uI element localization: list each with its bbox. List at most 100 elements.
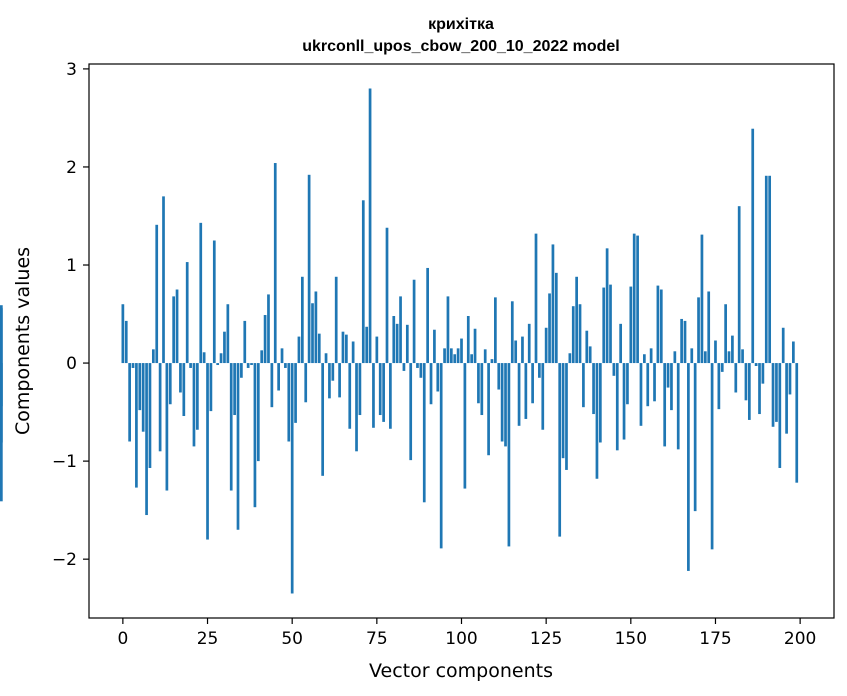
bar xyxy=(731,335,734,364)
bar xyxy=(785,363,788,434)
bar xyxy=(585,330,589,364)
bar xyxy=(348,363,352,429)
bar xyxy=(297,336,301,364)
chart-subtitle: ukrconll_upos_cbow_200_10_2022 model xyxy=(302,38,619,55)
bar xyxy=(277,363,280,391)
bar xyxy=(605,248,609,364)
bar xyxy=(429,363,433,405)
bar xyxy=(449,348,453,364)
bar xyxy=(422,363,426,503)
bar xyxy=(653,363,656,402)
bar xyxy=(775,363,778,422)
bar xyxy=(595,363,599,479)
bar xyxy=(710,363,714,550)
bar xyxy=(568,353,572,364)
bar xyxy=(338,363,341,398)
bar xyxy=(287,363,291,442)
bar xyxy=(439,363,443,549)
bar xyxy=(378,363,382,416)
bar xyxy=(256,363,260,462)
bar xyxy=(477,363,480,404)
bar xyxy=(168,363,172,405)
y-axis-ticks: −2 −1 0 1 2 3 xyxy=(52,60,89,570)
bar xyxy=(436,363,440,392)
bar xyxy=(419,363,423,378)
bar xyxy=(456,348,460,364)
bar xyxy=(761,363,765,384)
bar xyxy=(747,363,751,420)
bar xyxy=(500,363,504,442)
bar xyxy=(751,128,755,364)
bar xyxy=(629,286,633,364)
bar xyxy=(626,363,629,405)
bar xyxy=(202,352,206,364)
bar xyxy=(538,363,541,378)
bar xyxy=(510,301,514,364)
bar xyxy=(304,363,308,403)
bar xyxy=(124,320,128,364)
bar xyxy=(714,340,717,364)
y-tick-label: 1 xyxy=(66,256,77,276)
bar xyxy=(531,363,534,404)
x-axis-ticks: 0 25 50 75 100 125 150 175 200 xyxy=(117,618,816,649)
bar xyxy=(189,363,192,368)
bar xyxy=(138,363,142,411)
bar xyxy=(216,363,220,366)
x-axis-label: Vector components xyxy=(369,660,553,682)
y-tick-label: −2 xyxy=(52,550,77,570)
bar xyxy=(236,363,240,530)
bar xyxy=(290,363,294,594)
bar xyxy=(680,318,683,364)
bar xyxy=(250,363,253,366)
bar xyxy=(697,297,700,364)
bar xyxy=(473,328,477,364)
y-tick-label: 3 xyxy=(66,60,77,80)
bar xyxy=(480,363,484,416)
bar xyxy=(158,363,162,452)
bar xyxy=(165,363,169,491)
bar xyxy=(588,346,592,364)
bar xyxy=(405,324,409,364)
bar xyxy=(300,276,304,364)
bar xyxy=(673,351,677,364)
bar xyxy=(578,304,582,364)
bar xyxy=(646,363,650,407)
bar xyxy=(734,363,738,393)
bar xyxy=(199,222,203,364)
bar xyxy=(284,363,287,368)
bar xyxy=(321,363,325,476)
bar xyxy=(263,315,267,364)
bar xyxy=(260,350,264,364)
bar xyxy=(788,363,792,395)
x-tick-label: 150 xyxy=(615,629,647,649)
bar xyxy=(145,363,148,516)
bar xyxy=(656,285,660,364)
bar xyxy=(663,363,667,447)
bar xyxy=(490,359,494,364)
bar xyxy=(399,296,402,364)
bar xyxy=(670,363,673,411)
bar xyxy=(334,276,338,364)
bar xyxy=(392,316,396,364)
bar xyxy=(554,272,558,364)
bar xyxy=(324,353,328,364)
bar xyxy=(649,348,653,364)
bar xyxy=(507,363,511,547)
bar xyxy=(487,363,490,456)
bar xyxy=(795,363,799,483)
x-tick-label: 75 xyxy=(366,629,388,649)
bar xyxy=(229,363,233,491)
bar xyxy=(155,224,159,364)
bar xyxy=(592,363,595,415)
bar xyxy=(212,240,216,364)
bar xyxy=(551,244,555,364)
bar xyxy=(148,363,152,468)
bar xyxy=(443,348,446,364)
bar xyxy=(639,363,643,426)
bar xyxy=(331,363,335,381)
bar xyxy=(453,354,457,364)
bar xyxy=(372,363,375,428)
bar xyxy=(395,323,399,364)
bar xyxy=(643,354,646,364)
